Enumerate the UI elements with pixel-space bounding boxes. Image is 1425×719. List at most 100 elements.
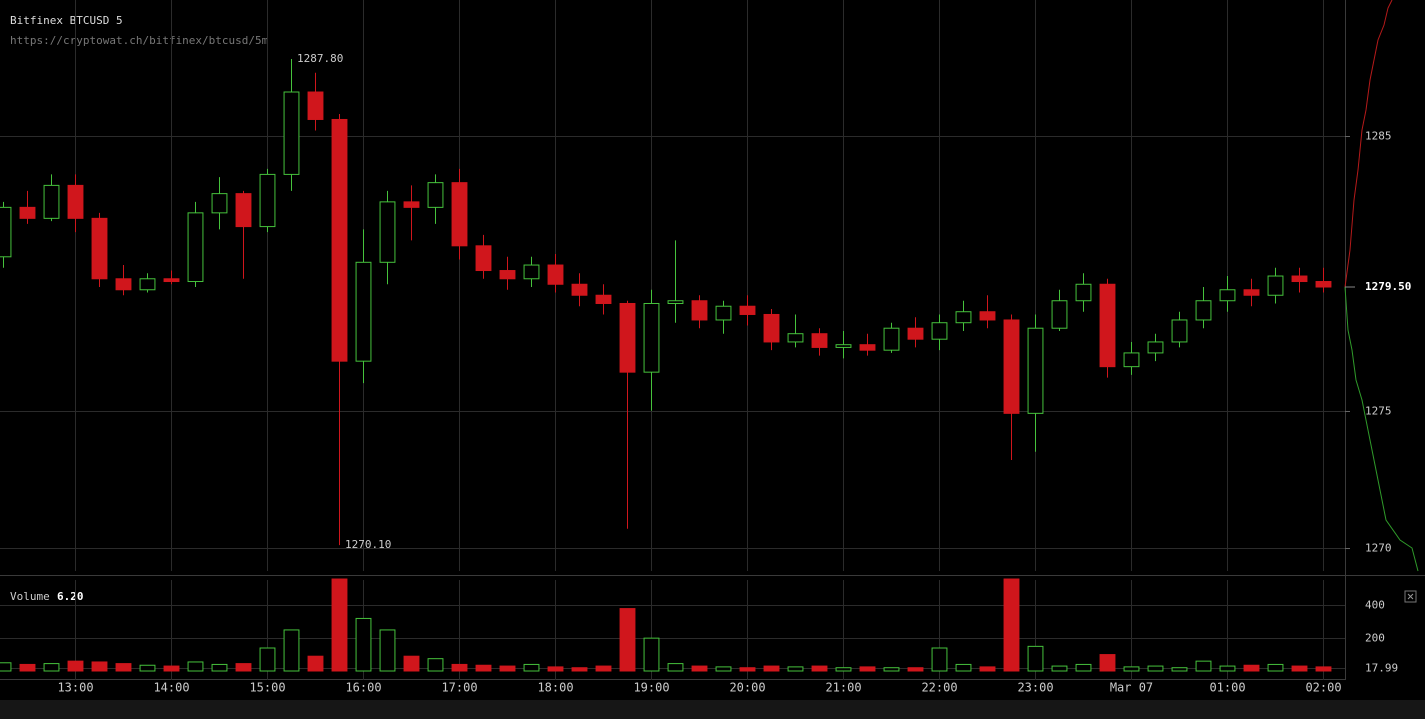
candle-body	[955, 311, 972, 324]
volume-bar	[643, 637, 660, 672]
candle-body	[667, 300, 684, 304]
x-tick-label: 02:00	[1305, 681, 1341, 695]
candle-body	[1003, 319, 1020, 414]
candle-body	[379, 201, 396, 263]
x-tick-label: 13:00	[57, 681, 93, 695]
candle-body	[883, 327, 900, 351]
candle-body	[715, 305, 732, 321]
volume-bar	[691, 665, 708, 672]
candle-body	[835, 344, 852, 348]
candle-body	[0, 206, 12, 258]
candle-body	[427, 182, 444, 208]
candle-body	[763, 313, 780, 343]
volume-bar	[859, 666, 876, 672]
volume-bar	[211, 663, 228, 672]
candle-body	[283, 91, 300, 175]
volume-bar	[91, 661, 108, 672]
candle-body	[19, 206, 36, 219]
x-tick-label: 14:00	[153, 681, 189, 695]
close-button[interactable]	[1404, 590, 1417, 603]
x-tick-label: 16:00	[345, 681, 381, 695]
volume-bar	[715, 666, 732, 672]
volume-bar	[43, 663, 60, 672]
candle-body	[547, 264, 564, 285]
candle-body	[187, 212, 204, 283]
candle-body	[355, 261, 372, 362]
candle-body	[115, 278, 132, 291]
volume-bar	[475, 664, 492, 672]
volume-bar	[115, 663, 132, 672]
candle-body	[67, 184, 84, 219]
volume-bar	[1099, 654, 1116, 672]
volume-bar	[1267, 663, 1284, 672]
x-tick-label: Mar 07	[1110, 681, 1153, 695]
volume-bar	[259, 647, 276, 672]
volume-bar	[187, 661, 204, 672]
volume-bar	[307, 655, 324, 672]
candle-body	[163, 278, 180, 283]
candle-body	[1243, 289, 1260, 296]
candle-body	[619, 302, 636, 373]
candle-body	[1291, 275, 1308, 283]
volume-bar	[931, 647, 948, 672]
candle-body	[331, 118, 348, 362]
candle-body	[1123, 352, 1140, 368]
volume-bar	[619, 608, 636, 672]
volume-bar	[1003, 578, 1020, 672]
candle-body	[907, 327, 924, 340]
candle-body	[307, 91, 324, 120]
y-tick-label: 1285	[1365, 130, 1392, 143]
volume-bar	[1315, 666, 1332, 672]
candle-body	[43, 184, 60, 219]
volume-bar	[451, 663, 468, 672]
candle-body	[811, 333, 828, 348]
volume-bar	[739, 667, 756, 672]
candle-body	[523, 264, 540, 280]
volume-bar	[355, 617, 372, 672]
x-tick-label: 19:00	[633, 681, 669, 695]
x-tick-label: 21:00	[825, 681, 861, 695]
x-tick-label: 01:00	[1209, 681, 1245, 695]
candle-body	[1147, 341, 1164, 354]
volume-bar	[883, 667, 900, 672]
candle-body	[139, 278, 156, 291]
volume-bar	[835, 667, 852, 672]
volume-bar	[595, 665, 612, 672]
candle-body	[1267, 275, 1284, 296]
volume-bar	[979, 666, 996, 672]
x-tick-label: 18:00	[537, 681, 573, 695]
high-label: 1287.80	[297, 52, 343, 65]
volume-bar	[67, 660, 84, 672]
volume-bar	[1243, 664, 1260, 672]
volume-bar	[0, 662, 12, 672]
candle-body	[1219, 289, 1236, 302]
candle-body	[451, 182, 468, 247]
volume-bar	[1219, 665, 1236, 672]
close-icon[interactable]	[1407, 593, 1414, 600]
footer-band	[0, 700, 1425, 719]
volume-bar	[547, 666, 564, 672]
candle-body	[1027, 327, 1044, 414]
last-price-label: 1279.50	[1365, 280, 1411, 293]
candle-body	[403, 201, 420, 208]
volume-bar	[427, 658, 444, 672]
chart-subtitle: https://cryptowat.ch/bitfinex/btcusd/5m	[10, 34, 269, 47]
volume-title: Volume	[10, 590, 50, 603]
depth-bids	[1344, 286, 1419, 572]
candle-body	[979, 311, 996, 321]
volume-bar	[331, 578, 348, 672]
volume-bar	[787, 666, 804, 672]
candle-body	[931, 322, 948, 340]
volume-bar	[667, 663, 684, 672]
y-tick-label: 1270	[1365, 542, 1392, 555]
y-tick-label: 1275	[1365, 405, 1392, 418]
candle-body	[1051, 300, 1068, 329]
candle-body	[859, 344, 876, 351]
volume-last: 6.20	[57, 590, 84, 603]
volume-bar	[523, 663, 540, 672]
depth-asks	[1344, 0, 1393, 288]
volume-tick-label: 400	[1365, 599, 1385, 612]
x-tick-label: 23:00	[1017, 681, 1053, 695]
